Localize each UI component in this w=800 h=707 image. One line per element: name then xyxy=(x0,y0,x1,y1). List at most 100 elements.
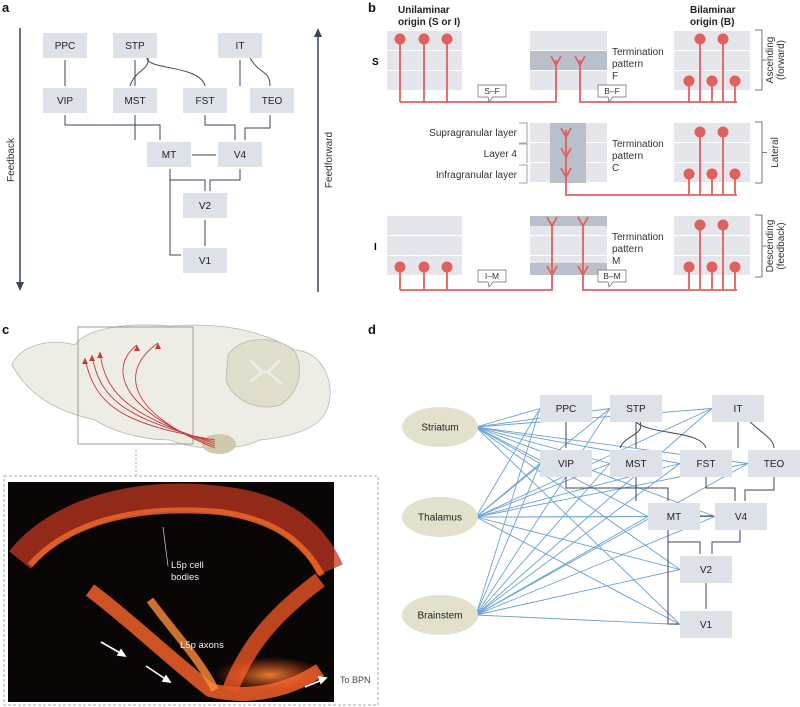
pathway-arrow xyxy=(249,57,271,87)
termination-pattern-label: Termination xyxy=(612,47,664,58)
projection-it-to-striatum xyxy=(475,408,713,428)
projection-stp-to-brainstem xyxy=(475,408,611,616)
pathway-arrow xyxy=(667,530,678,625)
unilaminar-heading-2: origin (S or I) xyxy=(398,17,460,28)
pathway-arrow xyxy=(146,57,206,87)
feedforward-arrowhead xyxy=(314,28,322,37)
feedback-arrowhead xyxy=(16,282,24,291)
area-box-v1: V1 xyxy=(680,611,732,638)
projection-vip-to-thalamus xyxy=(475,463,541,518)
to-bpn-label: To BPN xyxy=(340,675,371,685)
projection-vip-to-striatum xyxy=(475,426,541,464)
projection-vip-to-brainstem xyxy=(475,463,541,616)
projection-v4-to-brainstem xyxy=(475,516,716,616)
connection-tag: B–F xyxy=(597,84,627,103)
cerebellum-folia xyxy=(248,358,283,386)
row-label-s: S xyxy=(372,57,379,68)
area-label: MST xyxy=(625,459,646,470)
panel-label-b: b xyxy=(368,0,376,15)
panel-d-subcortical-network: Striatum Thalamus Brainstem PPC STP IT VIP MST F… xyxy=(402,395,800,638)
direction-label: (feedback) xyxy=(776,222,787,269)
area-box-teo: TEO xyxy=(748,450,800,477)
area-box-ppc: PPC xyxy=(43,33,87,58)
area-box-mst: MST xyxy=(113,88,157,113)
area-box-mt: MT xyxy=(147,142,191,167)
area-box-teo: TEO xyxy=(250,88,294,113)
area-label: VIP xyxy=(558,459,574,470)
pathway-arrow xyxy=(169,169,181,256)
axon-terminal xyxy=(546,216,558,228)
area-box-v2: V2 xyxy=(680,556,732,583)
neuron-soma xyxy=(683,168,695,180)
projection-teo-to-brainstem xyxy=(475,463,749,616)
pathway-arrow xyxy=(744,477,775,501)
direction-label: Lateral xyxy=(770,137,781,168)
connection-tag: I–M xyxy=(477,269,507,288)
termination-band-f xyxy=(530,51,607,70)
axon-terminal xyxy=(550,55,562,67)
termination-pattern-label: pattern xyxy=(612,151,643,162)
panel-label-d: d xyxy=(368,322,376,337)
neuron-soma xyxy=(418,33,430,45)
projection-fst-to-brainstem xyxy=(475,463,681,616)
pathway-arrow xyxy=(244,115,271,140)
projection-it-to-thalamus xyxy=(475,408,713,518)
subcortical-striatum: Striatum xyxy=(402,407,478,447)
area-box-mt: MT xyxy=(648,503,700,530)
neuron-soma xyxy=(683,75,695,87)
axon-terminal xyxy=(560,127,572,139)
feedforward-label: Feedforward xyxy=(324,132,335,188)
neuron-soma xyxy=(394,261,406,273)
area-box-stp: STP xyxy=(113,33,157,58)
projection-v4-to-striatum xyxy=(475,426,716,517)
axon-terminal xyxy=(560,147,572,159)
axon-terminal xyxy=(574,55,586,67)
pathway-arrow xyxy=(209,169,241,191)
cell-bodies-label-2: bodies xyxy=(171,572,199,583)
area-label: MT xyxy=(667,512,681,523)
l5p-neuron-somata xyxy=(82,343,161,364)
neuron-soma xyxy=(706,75,718,87)
zoom-box xyxy=(77,326,194,445)
subcortical-label: Brainstem xyxy=(417,611,462,622)
cell-bodies-label-1: L5p cell xyxy=(171,560,204,571)
axon-terminal xyxy=(577,216,589,228)
projection-v2-to-thalamus xyxy=(475,516,681,570)
fluorescence-micrograph xyxy=(8,482,343,702)
area-box-fst: FST xyxy=(680,450,732,477)
pathway-arrow xyxy=(129,57,149,87)
direction-bracket xyxy=(755,214,767,278)
area-box-v1: V1 xyxy=(183,248,227,273)
area-box-it: IT xyxy=(712,395,764,422)
neuron-soma xyxy=(729,168,741,180)
area-box-stp: STP xyxy=(610,395,662,422)
layer-label-supragranular: Supragranular layer xyxy=(429,128,517,139)
layer-label-infragranular: Infragranular layer xyxy=(436,170,518,181)
pathway-arrow xyxy=(705,477,736,501)
subcortical-label: Striatum xyxy=(421,423,458,434)
bilaminar-heading-1: Bilaminar xyxy=(690,5,736,16)
termination-pattern-label: F xyxy=(612,71,618,82)
l5p-axons-drawing xyxy=(84,342,216,449)
neuron-soma xyxy=(706,168,718,180)
tag-label: B–M xyxy=(603,271,620,281)
connection-tag: S–F xyxy=(477,84,507,103)
area-label: V4 xyxy=(234,150,247,161)
panel-label-a: a xyxy=(2,0,10,15)
area-label: VIP xyxy=(57,96,73,107)
projection-mt-to-brainstem xyxy=(475,516,649,616)
area-label: MST xyxy=(124,96,145,107)
area-label: FST xyxy=(697,459,716,470)
neuron-soma xyxy=(394,33,406,45)
termination-band-m-upper xyxy=(530,216,607,226)
bilaminar-heading-2: origin (B) xyxy=(690,17,734,28)
area-box-v4: V4 xyxy=(218,142,262,167)
pathway-arrow xyxy=(619,421,642,449)
neuron-soma xyxy=(729,75,741,87)
neuron-soma xyxy=(441,33,453,45)
axon-terminal xyxy=(560,167,572,179)
pathway-arrow xyxy=(565,477,669,501)
area-label: TEO xyxy=(764,459,785,470)
panel-b-laminar-patterns: Unilaminar origin (S or I) Bilaminar ori… xyxy=(372,5,787,291)
tag-label: B–F xyxy=(604,86,620,96)
